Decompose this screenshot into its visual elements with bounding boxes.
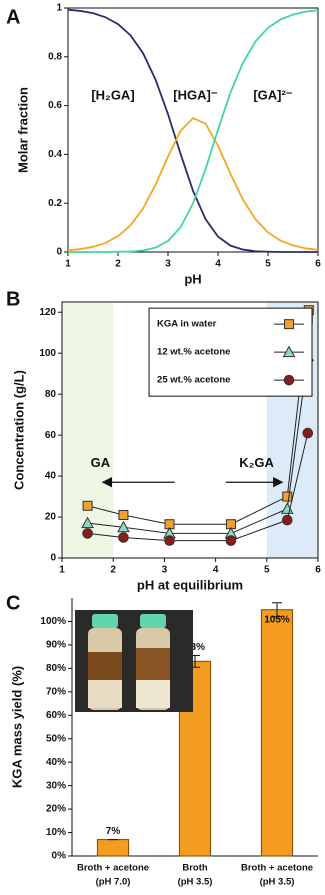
y-tick-label: 0 bbox=[50, 553, 56, 564]
marker bbox=[81, 516, 94, 529]
x-tick-label: Broth + acetone bbox=[241, 863, 313, 874]
x-tick-label: Broth + acetone bbox=[77, 863, 149, 874]
series-line bbox=[68, 9, 319, 253]
marker bbox=[118, 509, 129, 520]
x-tick-label: 3 bbox=[165, 259, 171, 270]
x-tick-label: 5 bbox=[264, 565, 270, 576]
value-label: 7% bbox=[106, 826, 121, 837]
y-axis-label: KGA mass yield (%) bbox=[9, 666, 24, 788]
panel-label: C bbox=[6, 592, 20, 614]
y-tick-label: 60 bbox=[45, 430, 57, 441]
y-tick-label: 40 bbox=[45, 471, 57, 482]
marker bbox=[118, 532, 129, 543]
y-tick-label: 0.2 bbox=[48, 198, 62, 209]
y-tick-label: 0 bbox=[56, 247, 62, 258]
marker bbox=[82, 500, 93, 511]
series-line bbox=[87, 356, 309, 534]
y-tick-label: 50% bbox=[46, 733, 66, 744]
x-tick-label: 5 bbox=[265, 259, 271, 270]
x-tick-label: 6 bbox=[315, 565, 321, 576]
y-tick-label: 60% bbox=[46, 710, 66, 721]
marker bbox=[164, 535, 175, 546]
series-line bbox=[67, 116, 319, 252]
y-tick-label: 20% bbox=[46, 804, 66, 815]
x-tick-label: (pH 3.5) bbox=[178, 877, 213, 888]
bar bbox=[260, 609, 294, 857]
y-tick-label: 40% bbox=[46, 757, 66, 768]
annotation: K₂GA bbox=[239, 455, 274, 470]
y-tick-label: 10% bbox=[46, 827, 66, 838]
marker bbox=[281, 514, 293, 526]
y-axis-label: Molar fraction bbox=[15, 87, 30, 173]
panel-label: B bbox=[6, 288, 20, 310]
plot-frame bbox=[67, 7, 319, 253]
y-tick-label: 80 bbox=[45, 389, 57, 400]
y-axis-label: Concentration (g/L) bbox=[11, 370, 26, 490]
marker bbox=[117, 520, 130, 533]
panel-label: A bbox=[6, 6, 20, 28]
legend-marker bbox=[282, 345, 296, 358]
curve-label: [GA]²⁻ bbox=[253, 87, 292, 102]
y-tick-label: 100 bbox=[39, 348, 56, 359]
annotation: GA bbox=[91, 455, 111, 470]
series-line bbox=[87, 432, 309, 542]
x-axis-label: pH bbox=[184, 271, 201, 286]
y-tick-label: 120 bbox=[39, 307, 56, 318]
marker bbox=[82, 528, 93, 539]
y-tick-label: 70% bbox=[46, 686, 66, 697]
marker bbox=[225, 535, 237, 546]
value-label: 83% bbox=[185, 642, 205, 653]
y-tick-label: 0% bbox=[52, 851, 67, 862]
error-bar bbox=[272, 602, 282, 618]
y-tick-label: 0.6 bbox=[48, 100, 62, 111]
legend-marker bbox=[284, 319, 294, 330]
bar bbox=[96, 839, 130, 857]
shaded-region bbox=[62, 302, 114, 558]
x-tick-label: 2 bbox=[110, 565, 116, 576]
y-tick-label: 30% bbox=[46, 780, 66, 791]
x-tick-label: 4 bbox=[213, 565, 219, 576]
marker bbox=[302, 427, 314, 439]
y-tick-label: 0.8 bbox=[48, 51, 62, 62]
x-tick-label: 6 bbox=[315, 259, 321, 270]
x-tick-label: 1 bbox=[59, 565, 65, 576]
marker bbox=[282, 491, 293, 502]
legend-label: 25 wt.% acetone bbox=[157, 375, 230, 386]
x-tick-label: 1 bbox=[65, 259, 71, 270]
y-tick-label: 0.4 bbox=[48, 149, 62, 160]
legend-label: KGA in water bbox=[157, 319, 217, 330]
y-tick-label: 1 bbox=[56, 3, 62, 14]
x-axis-label: pH at equilibrium bbox=[137, 577, 243, 592]
curve-label: [H₂GA] bbox=[91, 87, 134, 102]
x-tick-label: (pH 3.5) bbox=[260, 877, 295, 888]
legend-label: 12 wt.% acetone bbox=[157, 347, 230, 358]
value-label: 105% bbox=[264, 614, 290, 625]
y-tick-label: 80% bbox=[46, 663, 66, 674]
x-tick-label: (pH 7.0) bbox=[96, 877, 131, 888]
inset-photo bbox=[75, 610, 193, 712]
series-line bbox=[67, 8, 318, 253]
y-tick-label: 100% bbox=[40, 616, 66, 627]
y-tick-label: 90% bbox=[46, 640, 66, 651]
x-tick-label: 4 bbox=[215, 259, 221, 270]
plot-frame bbox=[61, 301, 319, 559]
x-tick-label: 3 bbox=[162, 565, 168, 576]
x-tick-label: Broth bbox=[182, 863, 208, 874]
curve-label: [HGA]⁻ bbox=[173, 87, 218, 102]
y-tick-label: 20 bbox=[45, 512, 57, 523]
legend-marker bbox=[283, 374, 295, 386]
x-tick-label: 2 bbox=[115, 259, 121, 270]
